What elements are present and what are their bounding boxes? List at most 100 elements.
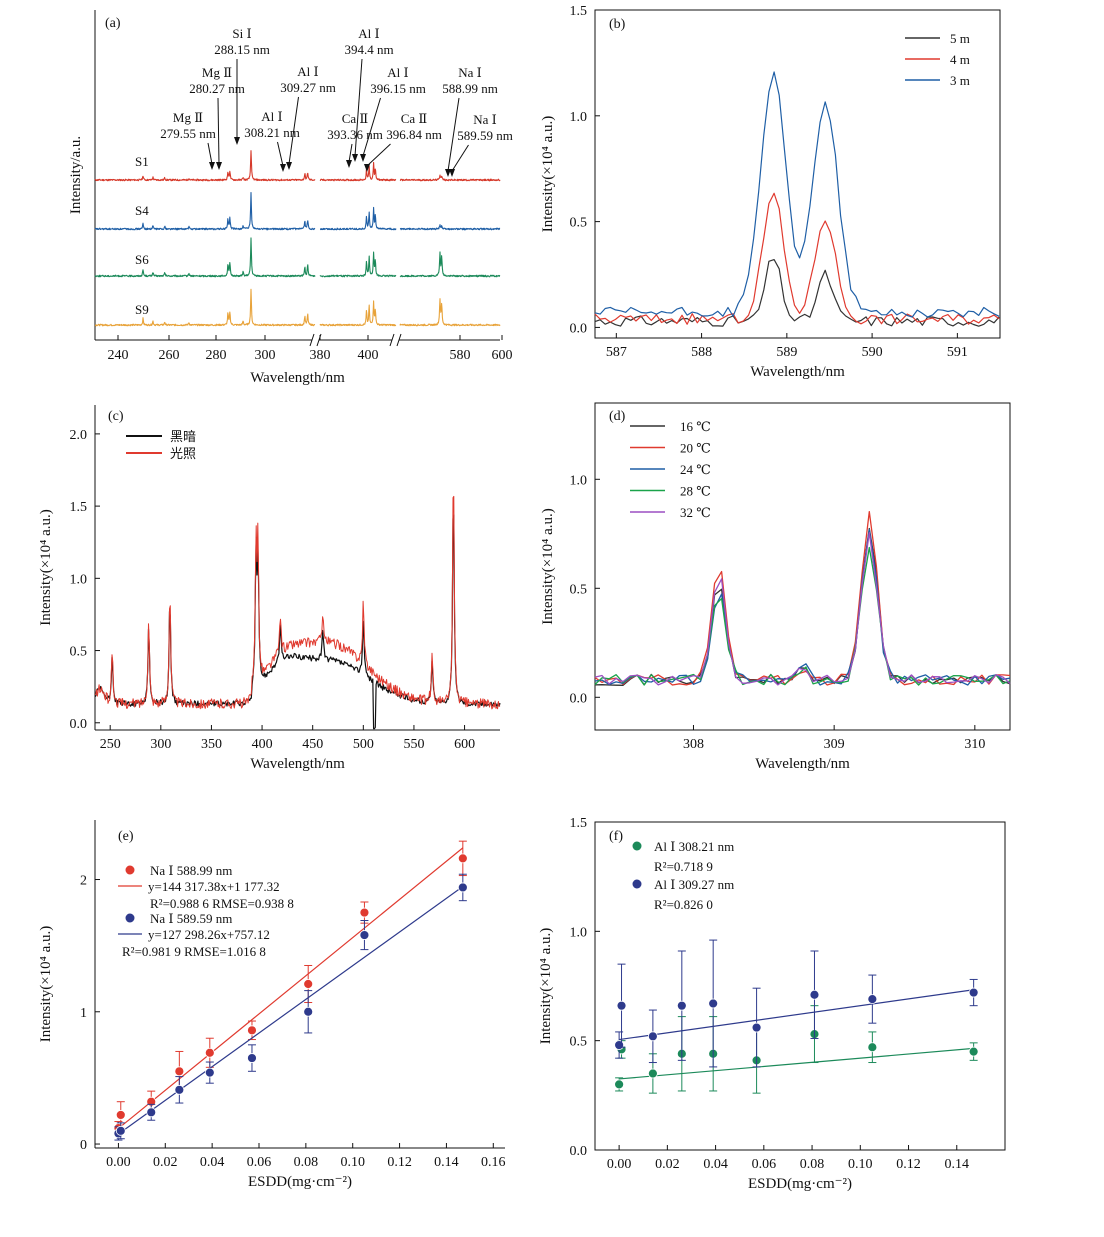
data-point (616, 1000, 627, 1011)
data-point (303, 1006, 314, 1017)
x-tick-label: 0.16 (481, 1155, 506, 1170)
annotation-arrow-line (366, 143, 391, 167)
axis-break-mark (309, 333, 315, 347)
annotation-arrow-head (449, 169, 455, 177)
fit-line (619, 989, 974, 1041)
peak-annotation-wavelength: 589.59 nm (457, 128, 513, 143)
series-label: S9 (135, 302, 149, 317)
x-axis-title: Wavelength/nm (250, 756, 345, 772)
legend-label: 5 m (950, 31, 970, 46)
spectrum-line-S4 (319, 206, 397, 231)
x-tick-label: 350 (201, 737, 222, 752)
fit-line (118, 847, 464, 1129)
y-tick-label: 0.0 (570, 691, 588, 706)
annotation-arrow-head (352, 154, 358, 162)
x-tick-label: 590 (862, 345, 883, 360)
spectrum-line-S4 (94, 191, 316, 231)
annotation-arrow-head (286, 162, 292, 170)
x-tick-label: 0.06 (247, 1155, 272, 1170)
y-tick-label: 1.5 (570, 4, 588, 19)
legend-fit-stats: R²=0.826 0 (654, 897, 713, 912)
spectrum-line-S6 (94, 237, 316, 278)
spectrum-line-4 m (594, 192, 1000, 325)
peak-annotation-wavelength: 288.15 nm (214, 42, 270, 57)
peak-annotation-wavelength: 280.27 nm (189, 81, 245, 96)
x-tick-label: 0.12 (896, 1157, 921, 1172)
legend-marker (632, 841, 642, 851)
annotation-arrow-head (209, 162, 215, 170)
legend-fit-equation: y=144 317.38x+1 177.32 (148, 879, 280, 894)
axis-break-mark (316, 333, 322, 347)
x-tick-label: 589 (776, 345, 797, 360)
x-tick-label: 0.06 (752, 1157, 777, 1172)
x-tick-label: 0.14 (945, 1157, 970, 1172)
y-tick-label: 0.0 (70, 717, 88, 732)
annotation-arrow-line (447, 97, 460, 172)
data-point (204, 1047, 215, 1058)
series-label: S6 (135, 252, 149, 267)
legend-label: 32 ℃ (680, 505, 711, 520)
panel-c: 250 300 350 400 450 500 550 600 0.0 0.5 1.0 1.5 2.0 (… (38, 405, 501, 772)
data-point (647, 1068, 658, 1079)
axis-break-mark (396, 333, 402, 347)
legend-fit-stats: R²=0.718 9 (654, 859, 713, 874)
x-tick-label: 310 (964, 737, 985, 752)
y-axis-title: Intensity/a.u. (68, 136, 84, 214)
y-axis-title: Intensity(×10⁴ a.u.) (540, 116, 556, 233)
panel-a: (a) Wavelength/nm Intensity/a.u. 240 260 280 3… (68, 10, 513, 386)
panel-b: 587 588 589 590 591 0.0 0.5 1.0 1.5 (b) Wavelength… (540, 4, 1001, 380)
legend-fit-stats: R²=0.988 6 RMSE=0.938 8 (150, 896, 294, 911)
data-point (204, 1067, 215, 1078)
spectrum-line-S9 (399, 298, 501, 327)
annotation-arrow-head (280, 164, 286, 172)
peak-annotation-element: Ca Ⅱ (401, 111, 428, 126)
y-tick-label: 1.0 (570, 925, 588, 940)
data-point (708, 998, 719, 1009)
annotation-arrow-head (445, 169, 451, 177)
x-tick-label: 0.14 (434, 1155, 459, 1170)
spectrum-line-S4 (399, 224, 501, 231)
x-tick-label: 600 (454, 737, 475, 752)
data-point (174, 1084, 185, 1095)
x-tick-label: 600 (492, 348, 513, 363)
plot-frame (594, 9, 1001, 339)
data-point (146, 1107, 157, 1118)
annotation-arrow-line (354, 58, 363, 157)
panel-e: 0.00 0.02 0.04 0.06 0.08 0.10 0.12 0.14 0.16 0 1 2 (… (38, 820, 506, 1190)
spectrum-line-3 m (594, 71, 1000, 318)
data-point (647, 1031, 658, 1042)
x-tick-label: 0.04 (200, 1155, 225, 1170)
data-point (247, 1025, 257, 1036)
legend-label: Al Ⅰ 308.21 nm (654, 839, 734, 854)
y-tick-label: 1.0 (570, 473, 588, 488)
spectrum-line-S1 (399, 174, 501, 182)
data-point (115, 1125, 126, 1136)
x-tick-label: 309 (824, 737, 845, 752)
peak-annotation-element: Mg Ⅱ (173, 110, 203, 125)
legend-label: 3 m (950, 73, 970, 88)
panel-f: 0.00 0.02 0.04 0.06 0.08 0.10 0.12 0.14 0.0 0.5 1.… (538, 816, 1006, 1192)
peak-annotation-element: Na Ⅰ (458, 65, 482, 80)
spectrum-line-黑暗 (94, 514, 501, 730)
x-tick-label: 280 (206, 348, 227, 363)
x-axis-title: ESDD(mg·cm⁻²) (248, 1174, 352, 1190)
y-tick-label: 1 (80, 1006, 87, 1021)
data-point (614, 1040, 625, 1050)
peak-annotation-element: Al Ⅰ (261, 109, 282, 124)
peak-annotation-wavelength: 309.27 nm (280, 80, 336, 95)
legend-label: 4 m (950, 52, 970, 67)
data-point (867, 994, 878, 1005)
legend-label: 28 ℃ (680, 484, 711, 499)
annotation-arrow-line (362, 97, 381, 157)
peak-annotation-element: Al Ⅰ (297, 64, 318, 79)
annotation-arrow-line (348, 143, 353, 163)
annotation-arrow-line (217, 97, 220, 165)
axis-break-gap (392, 334, 399, 346)
annotation-arrow-head (216, 162, 222, 170)
x-tick-label: 300 (255, 348, 276, 363)
legend-marker (632, 879, 642, 889)
x-tick-label: 588 (691, 345, 712, 360)
y-tick-label: 1.5 (70, 500, 88, 515)
y-tick-label: 0.0 (570, 1144, 588, 1159)
panel-label: (d) (609, 409, 626, 424)
